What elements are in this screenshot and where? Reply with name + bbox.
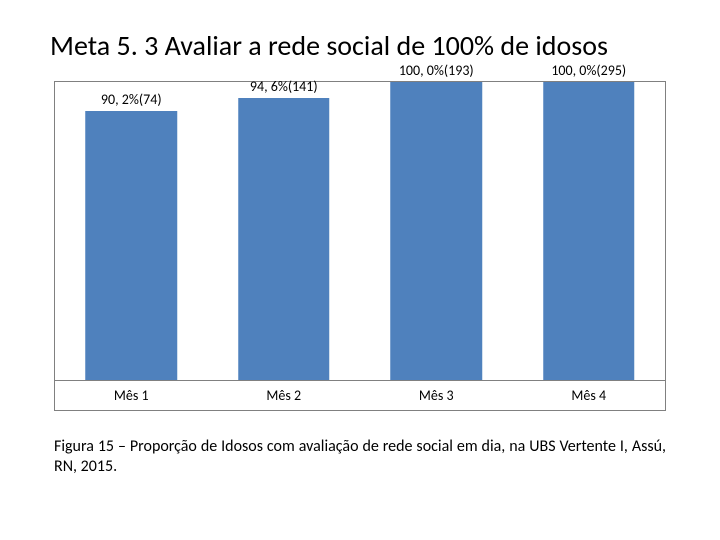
chart-area: 90, 2%(74) 94, 6%(141) 100, 0%(193) 100,… <box>54 81 666 411</box>
bar-1 <box>86 111 178 380</box>
bar-label-3: 100, 0%(193) <box>399 62 474 79</box>
x-tick-4: Mês 4 <box>513 387 666 404</box>
bar-2 <box>238 98 330 380</box>
bar-3 <box>391 82 483 380</box>
bar-label-2: 94, 6%(141) <box>250 78 318 95</box>
x-tick-2: Mês 2 <box>208 387 361 404</box>
bar-label-1: 90, 2%(74) <box>101 91 162 108</box>
bar-col-4: 100, 0%(295) <box>513 82 666 380</box>
x-axis: Mês 1 Mês 2 Mês 3 Mês 4 <box>55 380 665 410</box>
plot-area: 90, 2%(74) 94, 6%(141) 100, 0%(193) 100,… <box>55 82 665 380</box>
bar-4 <box>543 82 635 380</box>
chart-title: Meta 5. 3 Avaliar a rede social de 100% … <box>50 28 670 63</box>
bar-col-2: 94, 6%(141) <box>208 82 361 380</box>
x-tick-1: Mês 1 <box>55 387 208 404</box>
x-tick-3: Mês 3 <box>360 387 513 404</box>
bar-col-3: 100, 0%(193) <box>360 82 513 380</box>
figure-caption: Figura 15 – Proporção de Idosos com aval… <box>50 437 670 477</box>
bar-col-1: 90, 2%(74) <box>55 82 208 380</box>
bar-label-4: 100, 0%(295) <box>551 62 626 79</box>
